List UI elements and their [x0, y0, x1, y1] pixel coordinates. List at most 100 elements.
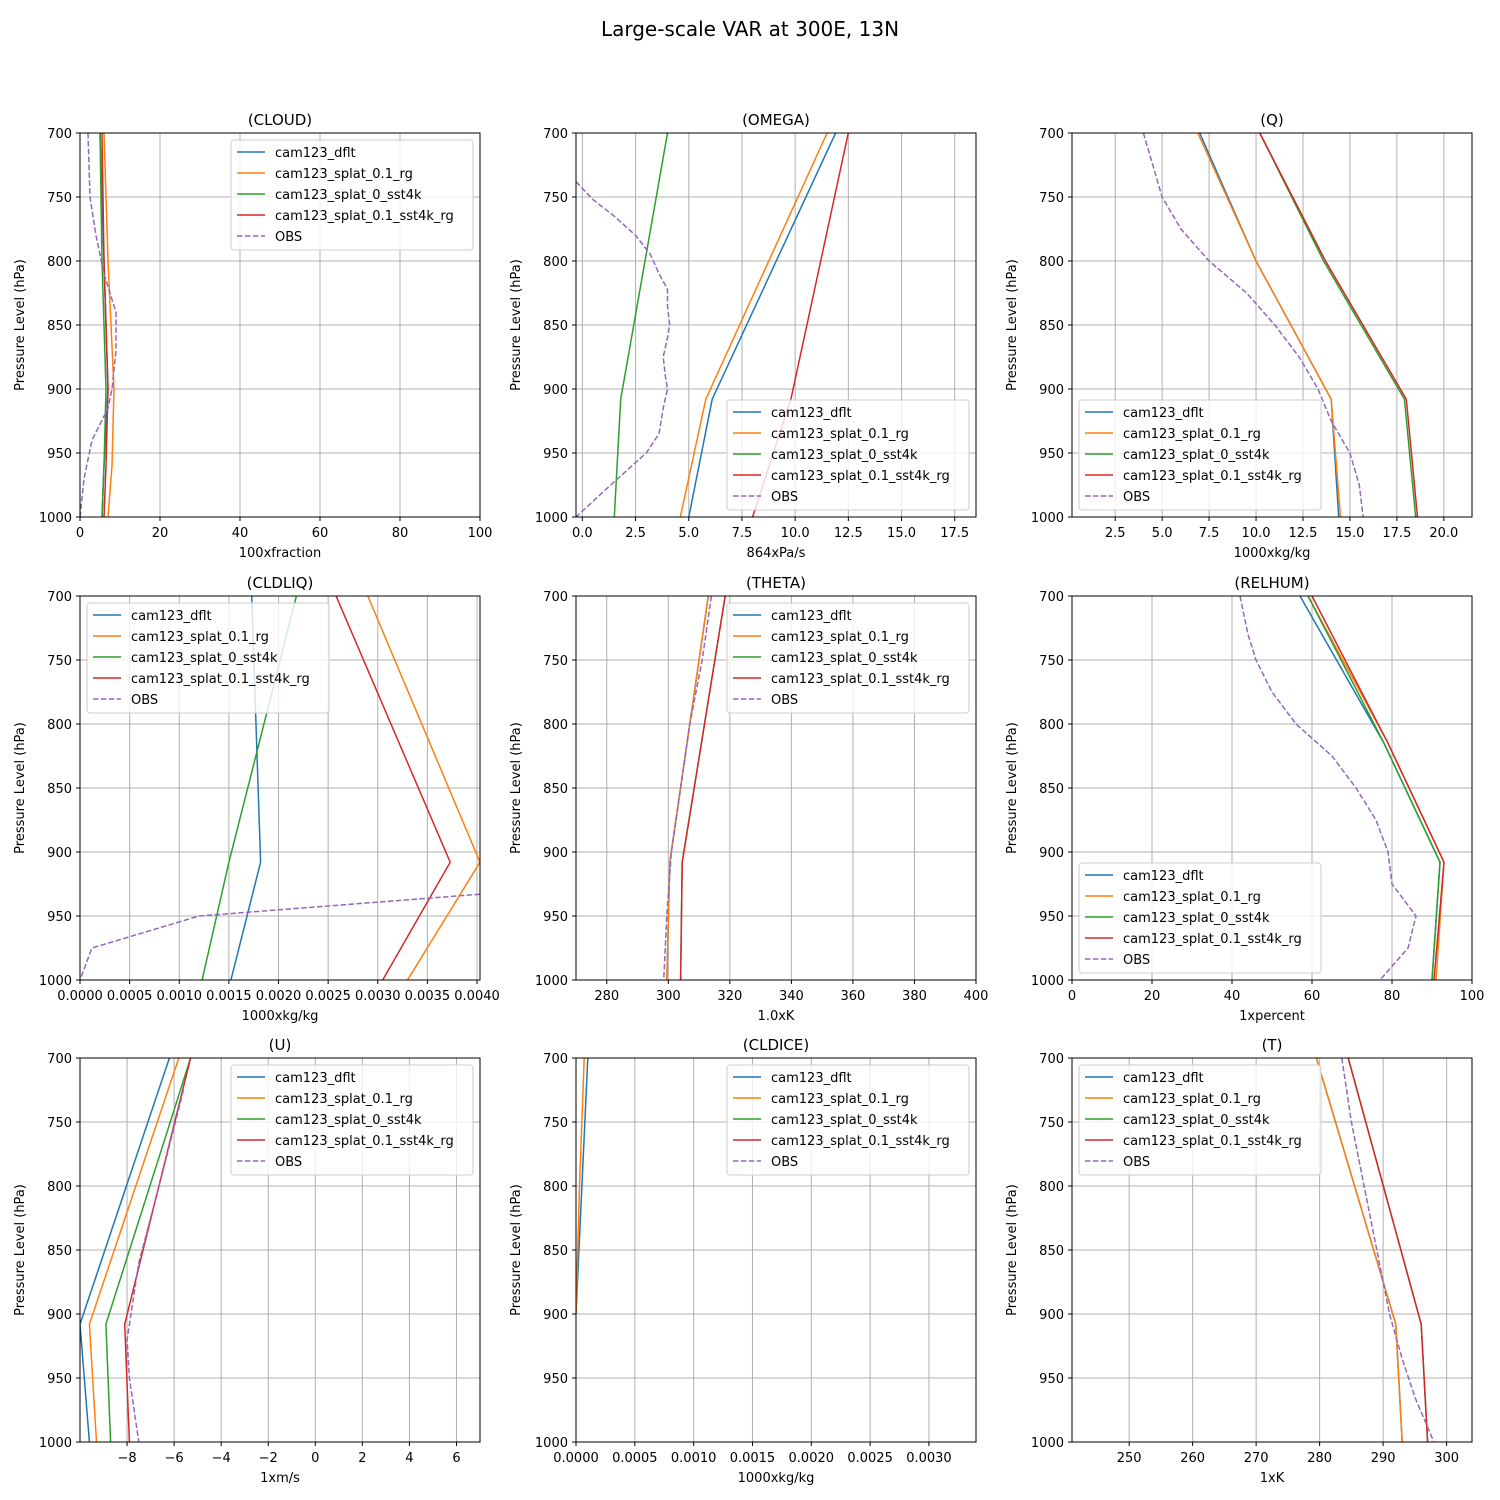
x-axis-label: 1000xkg/kg	[738, 1471, 815, 1486]
series-group	[662, 596, 726, 980]
y-tick-label: 900	[1039, 1308, 1064, 1323]
y-tick-label: 950	[543, 910, 568, 925]
series-line-cam123-dflt	[688, 133, 837, 517]
plot-frame	[79, 1057, 481, 1443]
x-tick-label: −6	[165, 1451, 184, 1466]
x-tick-label: 17.5	[1382, 526, 1411, 541]
x-tick-label: 20	[152, 526, 169, 541]
x-axis-label: 100xfraction	[239, 546, 321, 561]
legend-label: cam123_splat_0.1_sst4k_rg	[771, 1134, 950, 1149]
series-line-cam123-splat-0-1-sst4k-rg	[679, 596, 726, 980]
panel-title: (RELHUM)	[1234, 574, 1309, 592]
legend-label: cam123_splat_0.1_sst4k_rg	[1123, 469, 1302, 484]
chart-panel-8: 0.0000 0.0005 0.0010 0.0015 0.0020 0.0025 0.00…	[509, 1036, 977, 1486]
y-tick-label: 800	[1039, 718, 1064, 733]
x-tick-label: 7.5	[732, 526, 753, 541]
legend-label: cam123_dflt	[771, 406, 852, 421]
legend-label: cam123_dflt	[771, 1071, 852, 1086]
legend-label: cam123_splat_0.1_sst4k_rg	[275, 209, 454, 224]
legend-box	[726, 399, 970, 511]
x-tick-label: 12.5	[1289, 526, 1318, 541]
legend-label: cam123_splat_0_sst4k	[771, 448, 918, 463]
x-tick-label: −2	[259, 1451, 278, 1466]
panel-title: (OMEGA)	[742, 111, 810, 129]
plot-frame	[79, 132, 481, 518]
x-tick-label: 0.0005	[612, 1451, 658, 1466]
x-tick-label: 0.0015	[206, 989, 252, 1004]
y-axis-label: Pressure Level (hPa)	[13, 1184, 28, 1316]
y-tick-label: 1000	[39, 511, 72, 526]
x-tick-label: 12.5	[834, 526, 863, 541]
plot-frame	[575, 1057, 977, 1443]
x-axis-label: 1.0xK	[758, 1009, 795, 1024]
series-line-cam123-splat-0-1-rg	[666, 596, 710, 980]
legend-box	[230, 139, 474, 251]
x-tick-label: 0	[1068, 989, 1076, 1004]
legend: cam123_dflt cam123_splat_0.1_rg cam123_spl…	[726, 399, 970, 511]
legend-label: cam123_splat_0.1_sst4k_rg	[131, 672, 310, 687]
series-line-obs	[126, 1089, 185, 1442]
series-line-cam123-splat-0-sst4k	[1307, 596, 1441, 980]
series-group	[80, 1058, 192, 1442]
legend-label: OBS	[131, 693, 158, 708]
y-tick-label: 1000	[1031, 511, 1064, 526]
legend-box	[726, 602, 970, 714]
x-tick-label: −8	[117, 1451, 136, 1466]
legend-label: OBS	[1123, 490, 1150, 505]
y-tick-label: 750	[1039, 191, 1064, 206]
y-tick-label: 800	[543, 255, 568, 270]
x-tick-label: 7.5	[1199, 526, 1220, 541]
x-tick-label: 300	[1434, 1451, 1459, 1466]
legend-box	[86, 602, 330, 714]
y-axis-label: Pressure Level (hPa)	[13, 722, 28, 854]
legend-label: cam123_splat_0_sst4k	[275, 188, 422, 203]
y-tick-label: 950	[1039, 447, 1064, 462]
y-tick-label: 800	[47, 255, 72, 270]
series-line-cam123-splat-0-1-rg	[679, 133, 828, 517]
y-tick-label: 900	[47, 383, 72, 398]
legend-label: cam123_splat_0_sst4k	[275, 1113, 422, 1128]
x-tick-label: 10.0	[1242, 526, 1271, 541]
figure-title: Large-scale VAR at 300E, 13N	[601, 17, 899, 41]
legend-label: cam123_splat_0_sst4k	[771, 1113, 918, 1128]
y-tick-label: 850	[1039, 319, 1064, 334]
y-tick-label: 1000	[535, 1436, 568, 1451]
series-line-cam123-splat-0-sst4k	[1259, 133, 1417, 517]
legend-label: cam123_splat_0_sst4k	[1123, 448, 1270, 463]
legend-label: OBS	[771, 693, 798, 708]
x-tick-label: 320	[717, 989, 742, 1004]
x-tick-label: 80	[1384, 989, 1401, 1004]
series-line-cam123-splat-0-1-sst4k-rg	[1259, 133, 1419, 517]
y-tick-label: 850	[543, 782, 568, 797]
y-tick-label: 750	[47, 654, 72, 669]
legend-label: cam123_dflt	[131, 609, 212, 624]
x-tick-label: 0.0010	[671, 1451, 717, 1466]
x-axis-label: 1xpercent	[1239, 1009, 1305, 1024]
chart-panel-3: 2.5 5.0 7.5 10.0 12.5 15.0 17.5 20.0 700 750 800 85…	[1005, 111, 1473, 561]
y-tick-label: 900	[47, 1308, 72, 1323]
legend-label: cam123_splat_0.1_sst4k_rg	[1123, 932, 1302, 947]
series-line-cam123-splat-0-sst4k	[613, 133, 669, 517]
legend-label: cam123_splat_0.1_rg	[275, 167, 413, 182]
y-axis-label: Pressure Level (hPa)	[509, 259, 524, 391]
x-tick-label: −4	[212, 1451, 231, 1466]
series-group	[1239, 596, 1445, 980]
series-line-cam123-splat-0-1-rg	[88, 1058, 180, 1442]
x-tick-label: 2.5	[625, 526, 646, 541]
legend-label: cam123_splat_0.1_rg	[1123, 890, 1261, 905]
chart-panel-6: 0 20 40 60 80 100 700 750 800 850 900 950 1000 (RELHU…	[1005, 574, 1484, 1024]
legend-label: cam123_dflt	[275, 146, 356, 161]
legend-label: cam123_splat_0.1_sst4k_rg	[1123, 1134, 1302, 1149]
series-group	[80, 133, 117, 517]
x-tick-label: 0.0030	[906, 1451, 952, 1466]
legend: cam123_dflt cam123_splat_0.1_rg cam123_spl…	[1078, 862, 1322, 974]
y-tick-label: 950	[47, 1372, 72, 1387]
series-line-obs	[662, 596, 713, 980]
y-tick-label: 700	[1039, 1052, 1064, 1067]
legend-label: cam123_splat_0.1_sst4k_rg	[275, 1134, 454, 1149]
y-tick-label: 950	[1039, 1372, 1064, 1387]
series-line-obs	[1239, 596, 1417, 980]
chart-panel-7: −8 −6 −4 −2 0 2 4 6 700 750 800 850 900 950 1000 (U) 1xm…	[13, 1036, 481, 1486]
y-tick-label: 1000	[1031, 1436, 1064, 1451]
